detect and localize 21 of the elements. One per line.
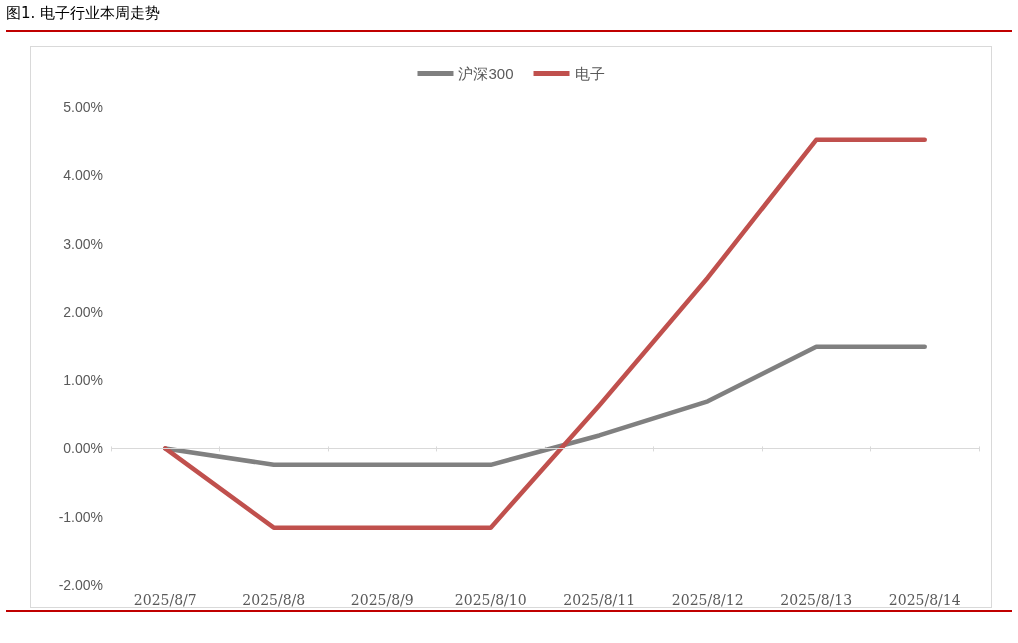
x-tick-label: 2025/8/9 <box>350 592 414 608</box>
legend-label: 电子 <box>574 65 605 82</box>
x-tick-label: 2025/8/7 <box>133 592 197 608</box>
x-tick-label: 2025/8/11 <box>563 592 636 608</box>
y-tick-label: 1.00% <box>63 372 103 389</box>
y-tick-label: 0.00% <box>63 440 103 457</box>
y-tick-label: -2.00% <box>58 577 103 593</box>
x-tick-label: 2025/8/12 <box>671 592 744 608</box>
legend-label: 沪深300 <box>458 65 514 82</box>
x-tick-label: 2025/8/10 <box>454 592 527 608</box>
y-tick-label: 4.00% <box>63 167 103 184</box>
y-tick-label: -1.00% <box>58 508 103 525</box>
y-tick-label: 5.00% <box>63 99 103 115</box>
y-tick-label: 2.00% <box>63 303 103 320</box>
line-series <box>163 137 927 530</box>
x-tick-label: 2025/8/13 <box>780 592 853 608</box>
y-tick-label: 3.00% <box>63 235 103 252</box>
x-tick-label: 2025/8/8 <box>242 592 306 608</box>
chart-title: 图1. 电子行业本周走势 <box>6 4 161 23</box>
line-series <box>163 344 927 468</box>
x-tick-label: 2025/8/14 <box>888 592 961 608</box>
